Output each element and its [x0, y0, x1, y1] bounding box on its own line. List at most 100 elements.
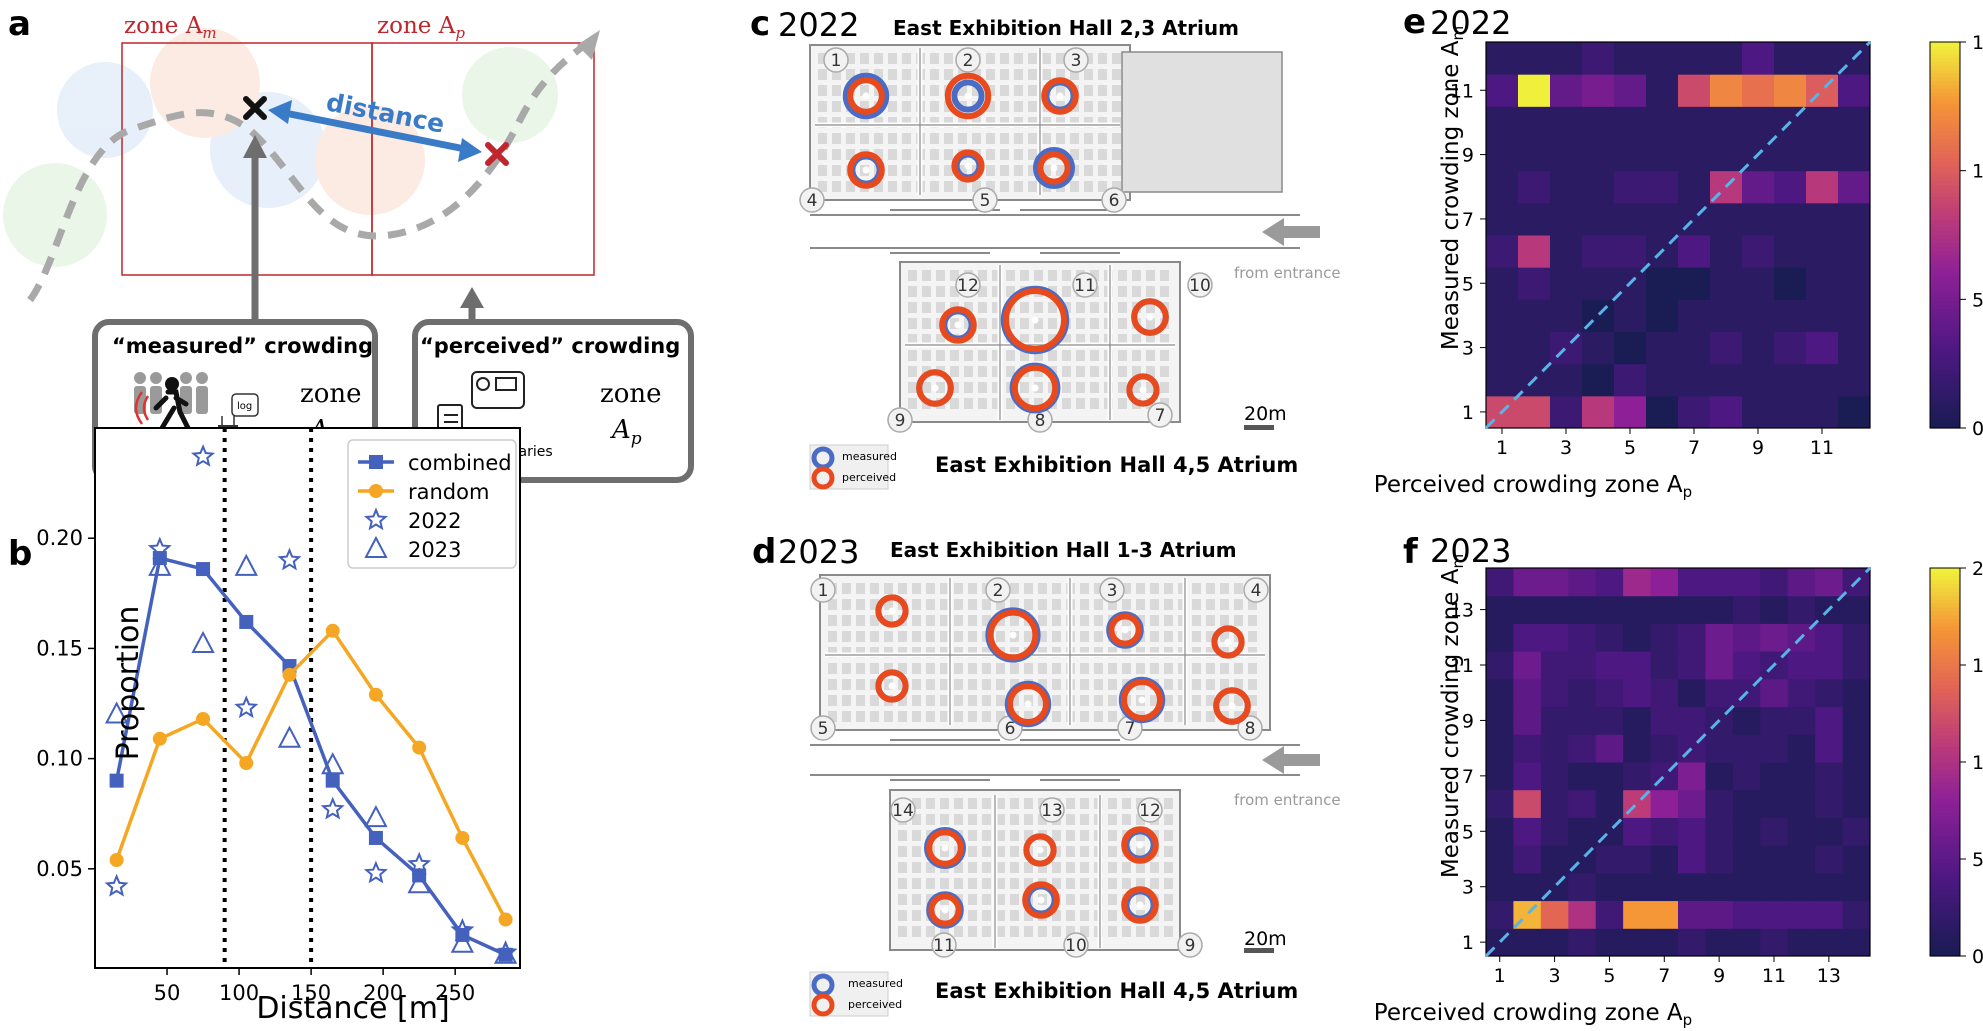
- booth: [846, 69, 855, 80]
- heatmap-cell: [1550, 363, 1583, 397]
- heatmap-cell: [1582, 395, 1615, 429]
- booth: [1118, 398, 1127, 409]
- booth: [898, 631, 907, 642]
- heatmap-cell: [1742, 363, 1775, 397]
- booth: [912, 599, 921, 610]
- colorbar-segment: [1930, 781, 1960, 786]
- colorbar-segment: [1930, 316, 1960, 321]
- booth: [968, 679, 977, 690]
- ring-center: [1139, 386, 1147, 394]
- heatmap-cell: [1732, 928, 1761, 957]
- colorbar-segment: [1930, 339, 1960, 344]
- zone-number: 7: [1155, 406, 1166, 426]
- heatmap-ytick-label: 11: [1450, 655, 1474, 677]
- zone-number: 3: [1071, 51, 1082, 71]
- booth: [1150, 878, 1159, 889]
- booth: [1052, 711, 1061, 722]
- booth: [898, 894, 907, 905]
- heatmap-cell: [1815, 762, 1844, 791]
- heatmap-xtick-label: 5: [1624, 437, 1636, 459]
- colorbar-segment: [1930, 866, 1960, 872]
- heatmap-cell: [1486, 331, 1519, 365]
- heatmap-cell: [1486, 706, 1514, 735]
- panel-e-year: 2022: [1430, 4, 1511, 42]
- booth: [818, 133, 827, 144]
- booth: [926, 798, 935, 809]
- heatmap-cell: [1732, 872, 1761, 902]
- heatmap-ytick-label: 3: [1462, 877, 1474, 899]
- booth: [912, 862, 921, 873]
- booth: [1164, 878, 1173, 889]
- booth: [968, 830, 977, 841]
- heatmap-cell: [1650, 568, 1679, 597]
- booth: [996, 814, 1005, 825]
- colorbar-segment: [1930, 72, 1960, 78]
- booth: [1090, 334, 1099, 345]
- heatmap-cell: [1518, 106, 1551, 139]
- heatmap-cell: [1787, 734, 1816, 763]
- colorbar-segment: [1930, 215, 1960, 221]
- heatmap-cell: [1705, 872, 1734, 902]
- b-point-combined: [239, 614, 254, 629]
- heatmap-cell: [1774, 42, 1807, 75]
- booth: [1024, 663, 1033, 674]
- booth: [1020, 270, 1029, 281]
- zone-number-badge: [1237, 715, 1263, 741]
- booth: [1080, 814, 1089, 825]
- booth: [954, 798, 963, 809]
- booth: [888, 181, 897, 192]
- colorbar-segment: [1930, 758, 1960, 763]
- heatmap-cell: [1614, 363, 1647, 397]
- booth: [1234, 663, 1243, 674]
- booth: [902, 101, 911, 112]
- booth: [926, 926, 935, 937]
- colorbar-segment: [1930, 343, 1960, 348]
- booth: [1136, 846, 1145, 857]
- booth: [1122, 663, 1131, 674]
- panel-c-label: c: [750, 4, 770, 44]
- booth: [996, 878, 1005, 889]
- booth: [1014, 53, 1023, 64]
- booth: [1122, 631, 1131, 642]
- colorbar-tick-label: 20: [1972, 558, 1983, 580]
- perceived-ring: [1022, 881, 1060, 919]
- b-point-2023: [191, 630, 215, 653]
- booth: [1094, 663, 1103, 674]
- colorbar-segment: [1930, 618, 1960, 623]
- booth: [842, 599, 851, 610]
- ring-center: [1031, 316, 1039, 324]
- zone-number: 10: [1065, 936, 1087, 956]
- booth: [1084, 133, 1093, 144]
- booth: [1160, 350, 1169, 361]
- colorbar-segment: [1930, 715, 1960, 720]
- measured-ring: [842, 72, 890, 120]
- booth: [992, 350, 1001, 361]
- colorbar-segment: [1930, 796, 1960, 802]
- booth: [968, 583, 977, 594]
- heatmap-cell: [1623, 595, 1652, 624]
- heatmap-cell: [1742, 42, 1775, 75]
- booth: [992, 382, 1001, 393]
- booth: [856, 583, 865, 594]
- heatmap-cell: [1842, 789, 1871, 818]
- perceived-ring: [1007, 683, 1049, 725]
- heatmap-cell: [1732, 734, 1761, 763]
- panel-f-year: 2023: [1430, 532, 1511, 570]
- colorbar-segment: [1930, 765, 1960, 771]
- ring-center: [1224, 638, 1232, 646]
- heatmap-cell: [1678, 817, 1706, 846]
- heatmap-cell: [1646, 138, 1679, 172]
- booth: [884, 631, 893, 642]
- booth: [1220, 631, 1229, 642]
- booth: [898, 862, 907, 873]
- booth: [1094, 695, 1103, 706]
- heatmap-cell: [1550, 235, 1583, 268]
- colorbar-segment: [1930, 944, 1960, 949]
- heatmap-cell: [1678, 299, 1711, 332]
- booth: [1164, 615, 1173, 626]
- b-legend-label: random: [408, 480, 489, 504]
- perceived-ring: [1131, 298, 1169, 336]
- b-point-2022: [364, 507, 388, 531]
- booth: [912, 878, 921, 889]
- colorbar-segment: [1930, 696, 1960, 701]
